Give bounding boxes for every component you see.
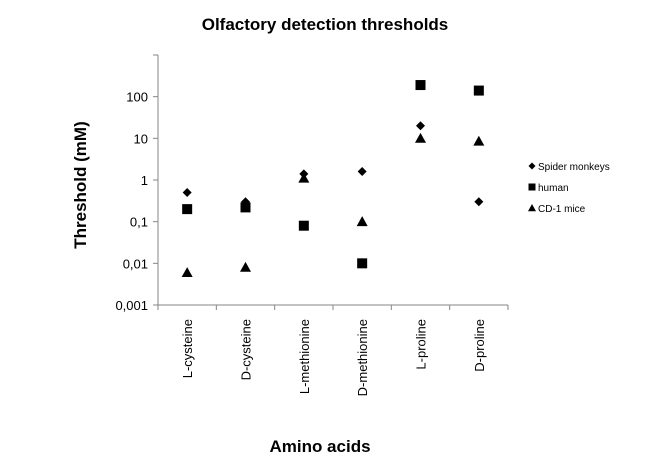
y-tick-label: 1 <box>141 173 148 188</box>
data-point-square <box>298 220 309 231</box>
x-category-label: L-proline <box>414 319 429 370</box>
data-point-square <box>473 85 484 96</box>
legend: Spider monkeys human CD-1 mice <box>528 162 610 215</box>
data-point-square <box>182 204 193 215</box>
legend-marker-triangle <box>528 204 536 212</box>
data-point-triangle <box>356 216 368 227</box>
y-axis-title: Threshold (mM) <box>71 121 90 249</box>
data-point-diamond <box>182 188 192 198</box>
legend-marker-diamond <box>528 162 536 170</box>
x-axis-title: Amino acids <box>269 437 370 456</box>
data-point-square <box>357 258 368 269</box>
x-category-label: L-methionine <box>297 319 312 394</box>
data-point-triangle <box>415 132 426 143</box>
y-tick-label: 0,01 <box>123 256 148 271</box>
y-tick-label: 100 <box>126 90 148 105</box>
data-point-triangle <box>240 261 251 272</box>
legend-marker-square <box>528 183 536 191</box>
data-point-diamond <box>357 166 367 176</box>
y-axis-ticks: 0,001 0,01 0,1 1 10 100 <box>115 54 158 313</box>
data-point-diamond <box>474 197 484 207</box>
data-point-square <box>415 80 426 91</box>
y-tick-label: 10 <box>134 131 148 146</box>
x-category-label: D-methionine <box>355 319 370 396</box>
legend-label: CD-1 mice <box>538 204 586 215</box>
data-point-triangle <box>298 172 310 183</box>
data-markers <box>181 80 485 277</box>
data-point-triangle <box>181 267 193 277</box>
data-point-triangle <box>473 135 485 146</box>
x-category-label: D-cysteine <box>239 319 254 380</box>
x-category-label: D-proline <box>472 319 487 372</box>
chart-title: Olfactory detection thresholds <box>202 15 449 34</box>
y-tick-label: 0,1 <box>130 215 148 230</box>
legend-label: Spider monkeys <box>538 162 610 173</box>
data-point-diamond <box>416 121 425 131</box>
x-axis-categories: L-cysteine D-cysteine L-methionine D-methio… <box>157 305 509 396</box>
plot-area <box>157 55 508 306</box>
data-point-square <box>240 202 251 213</box>
x-category-label: L-cysteine <box>180 319 195 378</box>
legend-label: human <box>538 183 569 194</box>
y-tick-label: 0,001 <box>115 298 148 313</box>
